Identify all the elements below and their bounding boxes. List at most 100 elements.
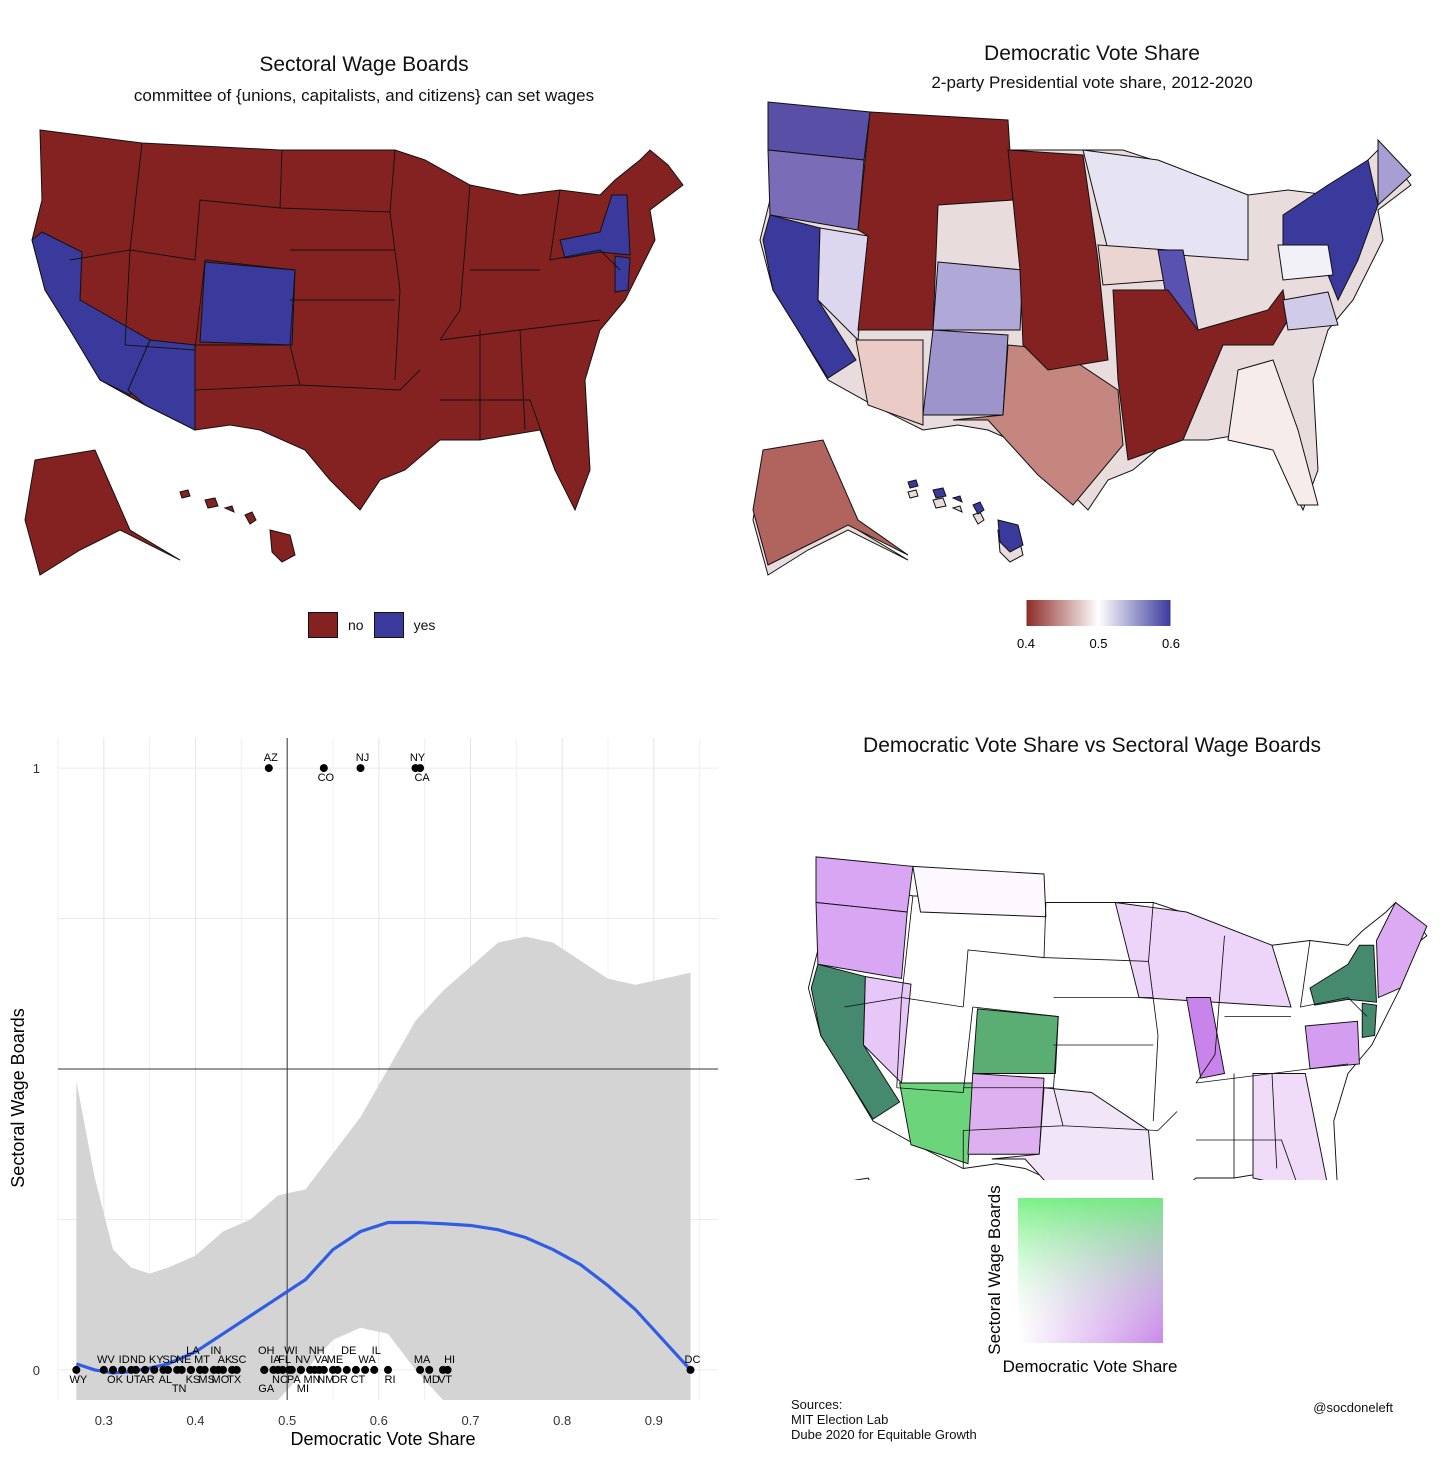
state-ny-yes (559, 194, 631, 259)
state-nm-bi (967, 1072, 1045, 1155)
point-wy (72, 1365, 81, 1374)
point-label-mo: MO (212, 1374, 230, 1386)
panel1-legend: no yes (308, 612, 435, 638)
state-il-bi (1185, 997, 1226, 1079)
state-me (1377, 138, 1412, 207)
point-wa (361, 1365, 370, 1374)
point-co (319, 764, 328, 773)
point-label-oh: OH (258, 1345, 275, 1357)
point-label-ok: OK (107, 1374, 124, 1386)
point-label-fl: FL (278, 1354, 291, 1366)
colorbar: 0.4 0.5 0.6 (1017, 600, 1180, 651)
state-co-bi (972, 1008, 1059, 1074)
scatter-ticks: 0.3 0.4 0.5 0.6 0.7 0.8 0.9 0 1 (33, 761, 663, 1428)
state-ak (752, 439, 909, 566)
point-label-hi: HI (444, 1354, 455, 1366)
y-axis-label: Sectoral Wage Boards (8, 1008, 28, 1187)
state-co (932, 261, 1024, 331)
source-mit: MIT Election Lab (791, 1412, 889, 1427)
bivariate-legend-ylabel: Sectoral Wage Boards (985, 1185, 1004, 1354)
point-label-ct: CT (351, 1374, 366, 1386)
point-label-mi: MI (297, 1383, 309, 1395)
state-ca-yes (31, 231, 151, 396)
map-bivariate (801, 856, 1428, 1180)
y-tick-label: 0 (33, 1363, 40, 1378)
state-ny-bi (1309, 944, 1378, 1006)
state-se-bi (1252, 1073, 1328, 1180)
point-label-de: DE (341, 1345, 356, 1357)
state-pa (1277, 244, 1334, 281)
point-nv (296, 1365, 305, 1374)
point-label-ga: GA (258, 1383, 275, 1395)
panel-sectoral-wage-boards: Sectoral Wage Boards committee of {union… (0, 0, 728, 700)
map-wage-boards (24, 129, 684, 576)
point-ne (177, 1365, 186, 1374)
state-tx-bi (991, 1087, 1154, 1180)
x-tick-label: 0.8 (553, 1413, 571, 1428)
point-label-mt: MT (194, 1354, 210, 1366)
state-mid-atlantic-bi (1304, 1020, 1360, 1070)
point-az (264, 764, 273, 773)
bivariate-legend: Sectoral Wage Boards Democratic Vote Sha… (985, 1185, 1177, 1376)
point-label-sc: SC (231, 1354, 246, 1366)
panel-bivariate: Democratic Vote Share vs Sectoral Wage B… (728, 700, 1456, 1456)
point-nj (356, 764, 365, 773)
point-label-ky: KY (149, 1354, 164, 1366)
point-label-nv: NV (295, 1354, 311, 1366)
point-ak (219, 1365, 227, 1374)
point-label-ut: UT (126, 1374, 141, 1386)
point-label-vt: VT (438, 1374, 452, 1386)
point-ca (416, 764, 425, 773)
point-label-ca: CA (414, 772, 430, 784)
x-axis-label: Democratic Vote Share (290, 1429, 475, 1449)
colorbar-tick-2: 0.6 (1162, 636, 1180, 651)
point-ms (200, 1365, 209, 1374)
smooth-line (75, 1220, 692, 1375)
state-tx (952, 344, 1124, 506)
point-nd (131, 1365, 140, 1374)
legend-label-no: no (348, 617, 364, 633)
x-tick-label: 0.4 (186, 1413, 204, 1428)
state-mt-bi (912, 865, 1047, 918)
point-label-al: AL (159, 1374, 172, 1386)
x-tick-label: 0.9 (645, 1413, 663, 1428)
state-mn-wi-mi (1082, 149, 1249, 261)
point-label-ms: MS (198, 1374, 215, 1386)
point-label-nd: ND (130, 1354, 146, 1366)
point-label-ak: AK (218, 1354, 233, 1366)
x-tick-label: 0.7 (461, 1413, 479, 1428)
source-dube: Dube 2020 for Equitable Growth (791, 1427, 977, 1442)
panel1-title: Sectoral Wage Boards (259, 53, 469, 76)
panel2-subtitle: 2-party Presidential vote share, 2012-20… (931, 73, 1253, 92)
state-south-red (1112, 288, 1289, 461)
panel-democratic-vote-share: Democratic Vote Share 2-party Presidenti… (728, 0, 1456, 700)
point-nm (319, 1365, 328, 1374)
point-md (425, 1365, 434, 1374)
author-handle: @socdoneleft (1313, 1400, 1393, 1415)
state-ga-fl (1227, 359, 1319, 506)
sources-block: Sources: MIT Election Lab Dube 2020 for … (791, 1397, 977, 1442)
legend-swatch-yes (373, 612, 404, 638)
point-label-tn: TN (172, 1383, 187, 1395)
point-label-or: OR (331, 1374, 348, 1386)
point-label-wa: WA (358, 1354, 376, 1366)
state-va (1282, 291, 1339, 331)
legend-swatch-no (308, 612, 338, 638)
y-tick-label: 1 (33, 761, 40, 776)
state-nm (922, 329, 1009, 416)
scatter-points (72, 764, 695, 1374)
point-label-in: IN (210, 1345, 221, 1357)
point-label-dc: DC (685, 1354, 701, 1366)
point-label-mn: MN (304, 1374, 321, 1386)
state-plains-red (1007, 149, 1109, 371)
point-de (342, 1365, 351, 1374)
point-label-va: VA (314, 1354, 329, 1366)
point-sd (164, 1365, 172, 1374)
point-id (118, 1365, 127, 1374)
point-pa (287, 1365, 296, 1374)
state-co-yes (199, 261, 296, 346)
panel2-title: Democratic Vote Share (984, 42, 1200, 65)
point-dc (686, 1365, 695, 1374)
